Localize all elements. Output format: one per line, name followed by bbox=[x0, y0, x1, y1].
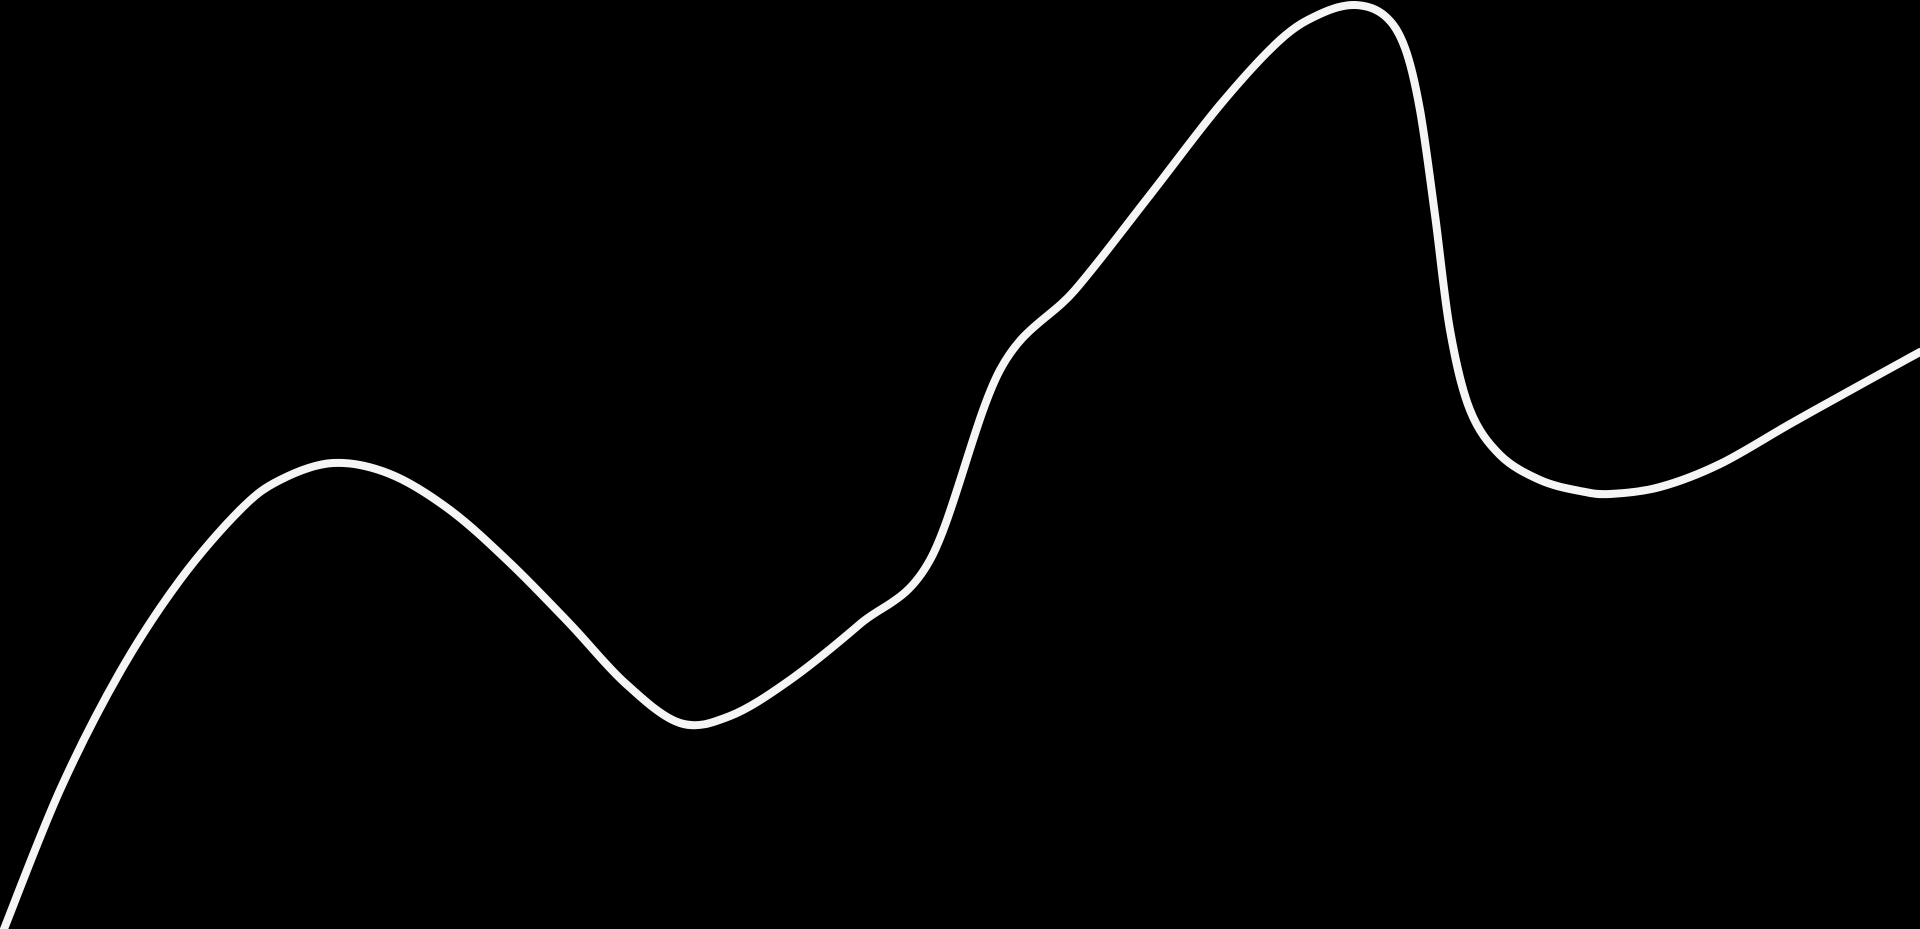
plot-canvas bbox=[0, 0, 1920, 929]
chart-background bbox=[0, 0, 1920, 929]
curve-series-line bbox=[0, 0, 1920, 929]
line-chart-svg bbox=[0, 0, 1920, 929]
